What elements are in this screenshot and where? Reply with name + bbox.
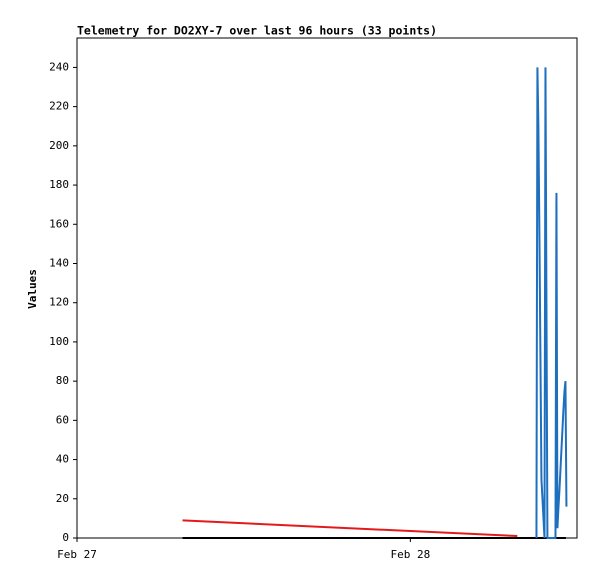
chart-title: Telemetry for DO2XY-7 over last 96 hours… [77,24,437,38]
y-tick-label: 160 [49,217,69,230]
y-tick-label: 140 [49,256,69,269]
plot-frame [76,37,578,539]
y-tick-label: 40 [56,453,69,466]
y-tick-label: 220 [49,100,69,113]
y-tick-label: 60 [56,413,69,426]
y-tick-label: 200 [49,139,69,152]
y-tick-label: 120 [49,296,69,309]
y-tick-label: 100 [49,335,69,348]
x-tick-label: Feb 27 [57,548,97,561]
y-tick-label: 0 [62,531,69,544]
y-tick-label: 180 [49,178,69,191]
series-line [182,519,518,538]
y-tick-label: 80 [56,374,69,387]
y-axis-label: Values [26,269,39,309]
y-tick-label: 240 [49,60,69,73]
y-tick-label: 20 [56,492,69,505]
x-tick-label: Feb 28 [390,548,430,561]
series-line [535,67,568,539]
